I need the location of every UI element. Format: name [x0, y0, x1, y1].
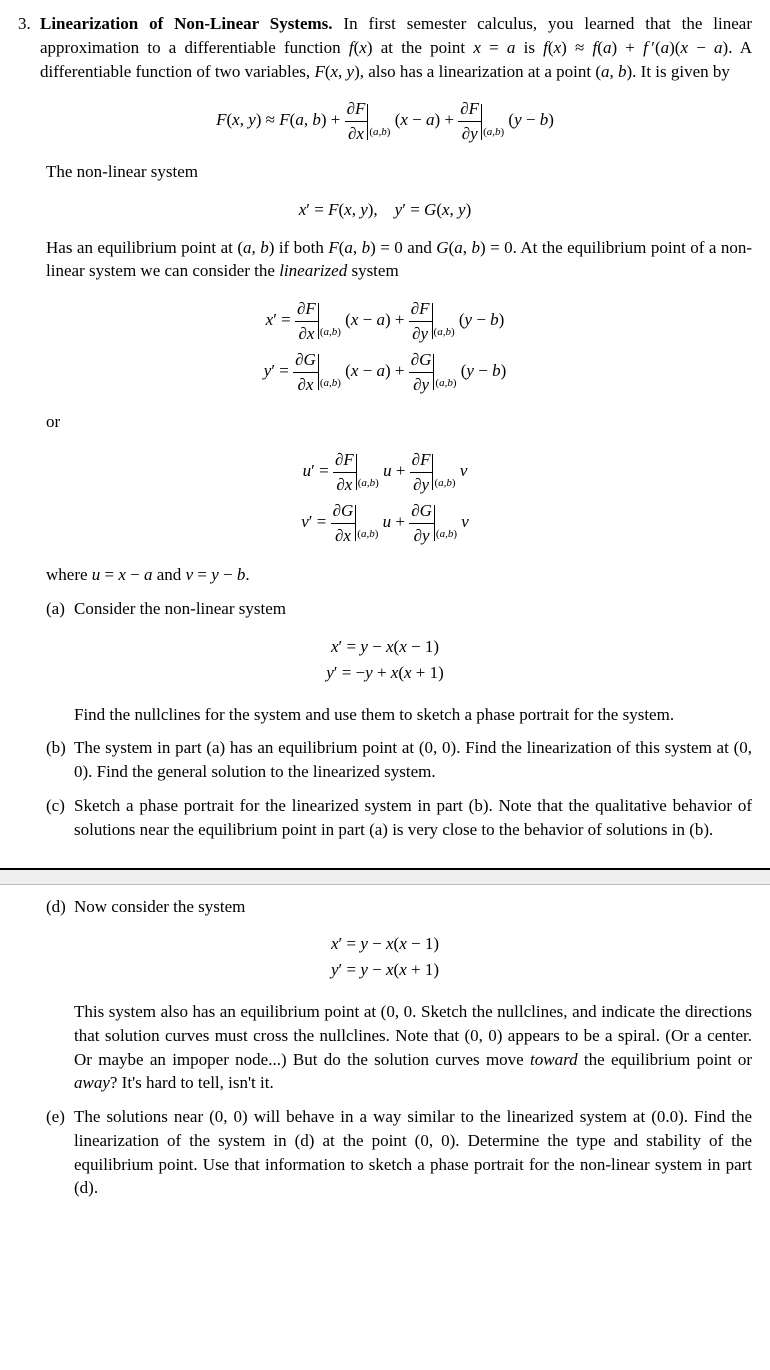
fx: f [349, 38, 354, 57]
part-d-text4: ? It's hard to tell, isn't it. [110, 1073, 274, 1092]
linearized-system-xy: x′ = ∂F∂x(a,b) (x − a) + ∂F∂y(a,b) (y − … [18, 297, 752, 396]
part-b-body: The system in part (a) has an equilibriu… [74, 736, 752, 784]
intro-text-6: . It is given by [632, 62, 730, 81]
part-b-label: (b) [46, 736, 74, 784]
part-c-label: (c) [46, 794, 74, 842]
intro-text-2: at the point [373, 38, 474, 57]
intro-text-3: is [515, 38, 543, 57]
where-text: where u = x − a and v = y − b. [46, 563, 752, 587]
nonlinear-system-eq: x′ = F(x, y), y′ = G(x, y) [18, 198, 752, 222]
part-c: (c) Sketch a phase portrait for the line… [46, 794, 752, 842]
eq-text-2: if both [274, 238, 328, 257]
problem-3: 3. Linearization of Non-Linear Systems. … [18, 12, 752, 83]
away-word: away [74, 1073, 110, 1092]
eq-text-3: and [403, 238, 436, 257]
part-c-body: Sketch a phase portrait for the lineariz… [74, 794, 752, 842]
part-d: (d) Now consider the system [46, 895, 752, 919]
intro-text-5: , also has a linearization at a point [360, 62, 596, 81]
nonlinear-system-label: The non-linear system [46, 160, 752, 184]
linearized-system-uv: u′ = ∂F∂x(a,b) u + ∂F∂y(a,b) v v′ = ∂G∂x… [18, 448, 752, 547]
problem-number: 3. [18, 12, 40, 36]
part-d-text2-block: This system also has an equilibrium poin… [74, 1000, 752, 1095]
part-a: (a) Consider the non-linear system [46, 597, 752, 621]
or-label: or [46, 410, 752, 434]
where-3: . [245, 565, 249, 584]
problem-body: Linearization of Non-Linear Systems. In … [40, 12, 752, 83]
equilibrium-text: Has an equilibrium point at (a, b) if bo… [46, 236, 752, 284]
part-a-text1: Consider the non-linear system [74, 599, 286, 618]
part-d-system: x′ = y − x(x − 1) y′ = y − x(x + 1) [18, 932, 752, 982]
part-a-label: (a) [46, 597, 74, 621]
problem-title: Linearization of Non-Linear Systems. [40, 14, 333, 33]
linearization-formula: F(x, y) ≈ F(a, b) + ∂F∂x(a,b) (x − a) + … [18, 97, 752, 146]
part-e-label: (e) [46, 1105, 74, 1200]
part-d-body: Now consider the system [74, 895, 752, 919]
where-1: where [46, 565, 92, 584]
page-divider [0, 868, 770, 885]
part-e-body: The solutions near (0, 0) will behave in… [74, 1105, 752, 1200]
problem-number-text: 3. [18, 14, 31, 33]
part-a-text2: Find the nullclines for the system and u… [74, 703, 752, 727]
part-e: (e) The solutions near (0, 0) will behav… [46, 1105, 752, 1200]
toward-word: toward [530, 1050, 578, 1069]
where-2: and [153, 565, 186, 584]
part-d-label: (d) [46, 895, 74, 919]
part-d-text1: Now consider the system [74, 897, 245, 916]
part-d-text3: the equilibrium point or [578, 1050, 752, 1069]
linearized-word: linearized [279, 261, 347, 280]
eq-text-1: Has an equilibrium point at [46, 238, 237, 257]
part-b: (b) The system in part (a) has an equili… [46, 736, 752, 784]
part-a-body: Consider the non-linear system [74, 597, 752, 621]
eq-text-5: system [347, 261, 398, 280]
part-a-system: x′ = y − x(x − 1) y′ = −y + x(x + 1) [18, 635, 752, 685]
